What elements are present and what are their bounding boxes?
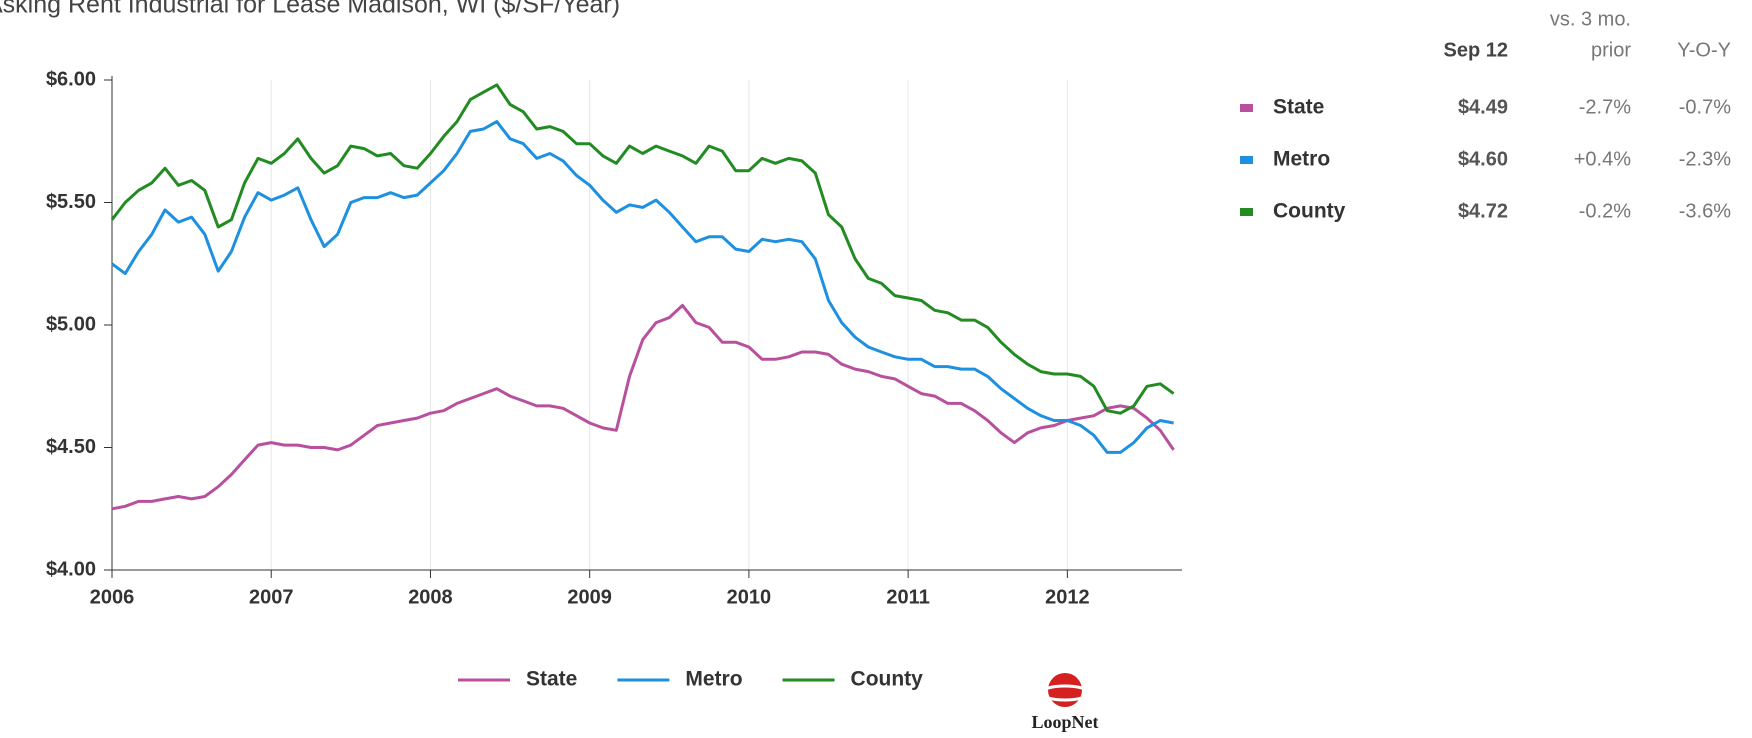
table-cell: -2.7% [1579, 96, 1631, 118]
legend-square [1240, 104, 1253, 112]
x-tick-label: 2006 [90, 586, 135, 608]
table-cell: +0.4% [1574, 148, 1631, 170]
logo-ring [1039, 684, 1091, 702]
row-name: County [1273, 200, 1346, 223]
logo-text: LoopNet [1032, 712, 1099, 732]
table-header: Sep 12 [1444, 39, 1508, 61]
x-tick-label: 2011 [886, 586, 929, 608]
table-cell: -0.2% [1579, 200, 1631, 222]
y-tick-label: $4.50 [46, 436, 96, 458]
series-line [111, 120, 1174, 454]
legend-square [1240, 156, 1253, 164]
row-name: State [1273, 96, 1324, 119]
x-tick-label: 2009 [567, 586, 612, 608]
table-header: vs. 3 mo. [1550, 8, 1631, 30]
row-name: Metro [1273, 148, 1330, 171]
table-cell: $4.72 [1458, 200, 1508, 222]
legend-label: Metro [685, 668, 742, 691]
x-tick-label: 2012 [1045, 586, 1090, 608]
legend-square [1240, 208, 1253, 216]
x-tick-label: 2007 [249, 586, 294, 608]
legend-label: County [851, 668, 924, 691]
logo: LoopNet [1032, 673, 1099, 732]
logo-globe [1048, 673, 1082, 707]
y-tick-label: $5.50 [46, 191, 96, 213]
series-line [110, 83, 1175, 415]
x-tick-label: 2010 [727, 586, 772, 608]
y-tick-label: $4.00 [46, 558, 96, 580]
table-cell: $4.60 [1458, 148, 1508, 170]
y-tick-label: $5.00 [46, 313, 96, 335]
x-tick-label: 2008 [408, 586, 453, 608]
series-line [111, 303, 1175, 511]
y-tick-label: $6.00 [46, 68, 96, 90]
table-cell: -3.6% [1679, 200, 1731, 222]
table-header: Y-O-Y [1677, 39, 1731, 61]
table-cell: $4.49 [1458, 96, 1508, 118]
table-header: prior [1591, 39, 1631, 61]
table-cell: -0.7% [1679, 96, 1731, 118]
legend-label: State [526, 668, 577, 691]
chart-title: Asking Rent Industrial for Lease Madison… [0, 0, 620, 19]
table-cell: -2.3% [1679, 148, 1731, 170]
